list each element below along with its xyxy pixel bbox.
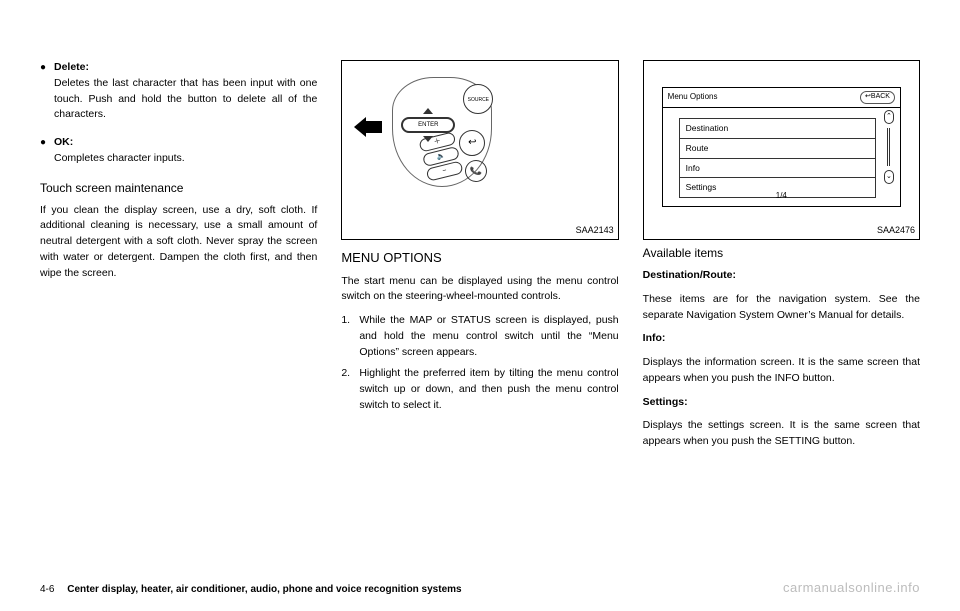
nav-item-info: Info [679, 159, 876, 179]
pointer-arrow-icon [354, 117, 382, 137]
page-number: 4-6 [40, 584, 54, 595]
page-content: ● Delete: Deletes the last character tha… [40, 60, 920, 458]
bullet-ok-label: OK: [54, 135, 317, 151]
tilt-up-icon [423, 108, 433, 114]
bullet-delete: ● Delete: Deletes the last character tha… [40, 60, 317, 131]
figure-steering-controls: SOURCE ENTER ↩ ＋ 🔈 − 📞 SAA2143 [341, 60, 618, 240]
info-heading: Info: [643, 331, 920, 347]
figure-label: SAA2143 [576, 224, 614, 238]
column-3: Menu Options ↩BACK Destination Route Inf… [643, 60, 920, 458]
bullet-ok-desc: Completes character inputs. [54, 151, 317, 167]
nav-page-indicator: 1/4 [663, 190, 900, 202]
step-1: 1. While the MAP or STATUS screen is dis… [341, 313, 618, 360]
menu-options-heading: MENU OPTIONS [341, 248, 618, 268]
bullet-ok: ● OK: Completes character inputs. [40, 135, 317, 175]
watermark: carmanualsonline.info [783, 580, 920, 595]
page-footer: 4-6 Center display, heater, air conditio… [40, 584, 462, 595]
control-cluster: SOURCE ENTER ↩ ＋ 🔈 − 📞 [392, 77, 492, 187]
back-button-icon: ↩ [459, 130, 485, 156]
dest-route-heading: Destination/Route: [643, 268, 920, 284]
settings-paragraph: Displays the settings screen. It is the … [643, 418, 920, 450]
phone-button-icon: 📞 [463, 158, 490, 185]
nav-back-button-icon: ↩BACK [860, 91, 895, 104]
nav-item-route: Route [679, 139, 876, 159]
available-items-heading: Available items [643, 244, 920, 262]
volume-group: ＋ 🔈 − [418, 129, 464, 183]
nav-item-destination: Destination [679, 118, 876, 139]
scroll-down-icon: ⌄ [884, 170, 894, 184]
nav-screen-title: Menu Options [668, 91, 718, 104]
maintenance-paragraph: If you clean the display screen, use a d… [40, 203, 317, 282]
scroll-track [887, 128, 890, 166]
section-title: Center display, heater, air conditioner,… [67, 584, 461, 595]
step-1-text: While the MAP or STATUS screen is displa… [359, 313, 618, 360]
menu-options-intro: The start menu can be displayed using th… [341, 274, 618, 306]
source-button-icon: SOURCE [463, 84, 493, 114]
bullet-dot-icon: ● [40, 135, 54, 175]
step-2: 2. Highlight the preferred item by tilti… [341, 366, 618, 413]
nav-screen-header: Menu Options ↩BACK [663, 88, 900, 108]
scroll-up-icon: ⌃ [884, 110, 894, 124]
maintenance-heading: Touch screen maintenance [40, 179, 317, 197]
step-2-text: Highlight the preferred item by tilting … [359, 366, 618, 413]
nav-screen: Menu Options ↩BACK Destination Route Inf… [662, 87, 901, 207]
bullet-delete-label: Delete: [54, 60, 317, 76]
dest-route-paragraph: These items are for the navigation syste… [643, 292, 920, 324]
figure-menu-screen: Menu Options ↩BACK Destination Route Inf… [643, 60, 920, 240]
column-1: ● Delete: Deletes the last character tha… [40, 60, 317, 458]
info-paragraph: Displays the information screen. It is t… [643, 355, 920, 387]
step-number: 2. [341, 366, 359, 413]
column-2: SOURCE ENTER ↩ ＋ 🔈 − 📞 SAA2143 [341, 60, 618, 458]
figure-label: SAA2476 [877, 224, 915, 238]
bullet-dot-icon: ● [40, 60, 54, 131]
nav-menu-list: Destination Route Info Settings [679, 118, 876, 198]
nav-scrollbar: ⌃ ⌄ [884, 110, 894, 184]
step-number: 1. [341, 313, 359, 360]
settings-heading: Settings: [643, 395, 920, 411]
bullet-delete-desc: Deletes the last character that has been… [54, 76, 317, 123]
